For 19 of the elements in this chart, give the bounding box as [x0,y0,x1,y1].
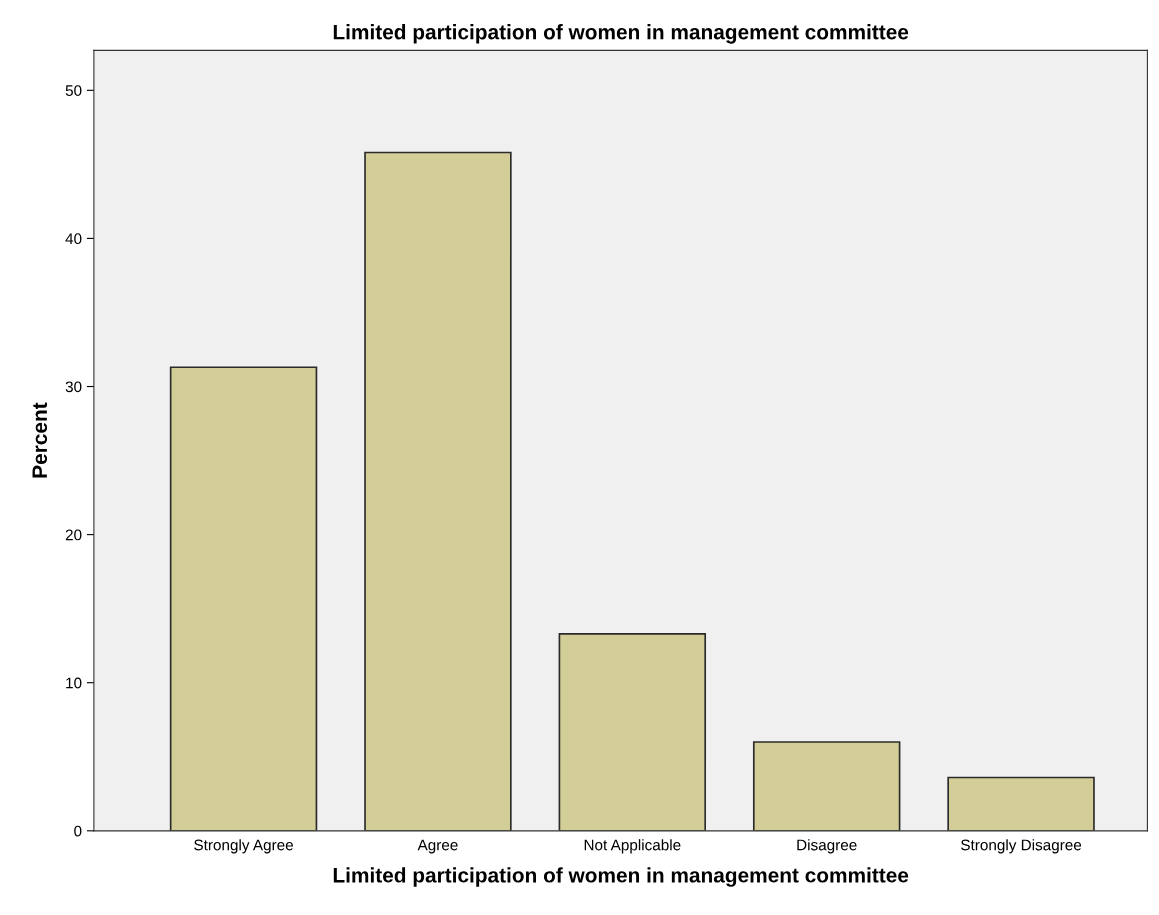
bar [947,776,1095,831]
bar [752,741,901,831]
y-tick-label: 50 [65,85,82,96]
y-tick-label: 10 [66,677,82,689]
y-tick-label: 20 [65,529,82,541]
y-tick-label: 0 [74,825,82,837]
x-tick-label: Not Applicable [584,839,681,854]
bar [364,151,512,831]
x-tick-label: Strongly Agree [194,839,293,854]
x-tick-label: Strongly Disagree [961,839,1082,854]
chart-title: Limited participation of women in management committee [333,24,909,44]
bar [169,366,318,831]
bar [558,633,707,831]
y-axis-title: Percent [32,402,48,478]
x-tick-label: Agree [417,839,458,854]
x-axis-title: Limited participation of women in management committee [333,867,909,887]
x-tick-label: Disagree [797,839,857,854]
y-tick-label: 30 [65,381,82,393]
y-tick-label: 40 [65,233,82,245]
